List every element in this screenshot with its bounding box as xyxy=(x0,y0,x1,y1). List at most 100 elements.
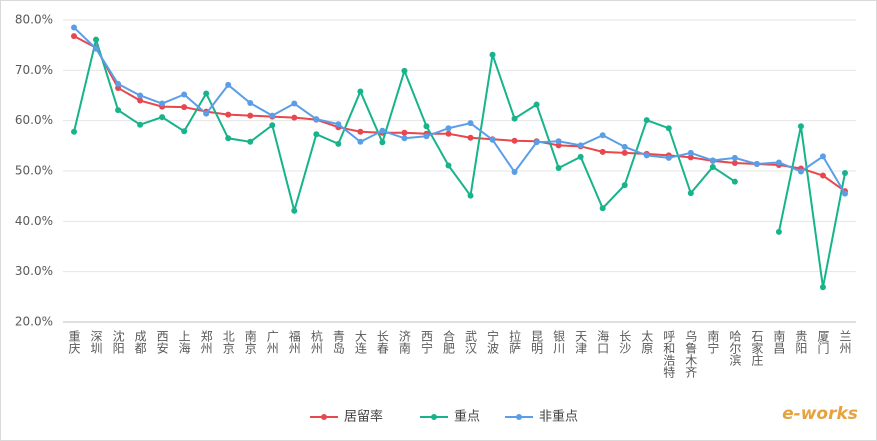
point xyxy=(467,192,474,199)
x-tick-label: 西安 xyxy=(155,330,169,354)
y-tick-label: 80.0% xyxy=(15,13,53,27)
point xyxy=(137,97,144,104)
x-tick-label: 呼和浩特 xyxy=(662,330,676,378)
point xyxy=(401,129,408,136)
point xyxy=(599,132,606,139)
x-tick-label: 南昌 xyxy=(772,329,786,354)
point xyxy=(731,178,738,185)
point xyxy=(423,123,430,130)
point xyxy=(357,88,364,95)
x-tick-label: 北京 xyxy=(221,330,235,355)
point xyxy=(555,138,562,145)
point xyxy=(797,168,804,175)
point xyxy=(313,116,320,123)
point xyxy=(731,159,738,166)
point xyxy=(489,51,496,58)
point xyxy=(291,114,298,121)
legend-label: 居留率 xyxy=(344,409,383,425)
point xyxy=(203,90,210,97)
point xyxy=(335,121,342,128)
point xyxy=(159,100,166,107)
y-tick-label: 40.0% xyxy=(15,214,53,228)
point xyxy=(137,121,144,128)
point xyxy=(577,153,584,160)
x-tick-label: 成都 xyxy=(133,330,147,354)
legend-marker xyxy=(431,414,437,420)
x-tick-label: 昆明 xyxy=(530,330,544,355)
point xyxy=(423,133,430,140)
point xyxy=(203,110,210,117)
point xyxy=(841,190,848,197)
x-tick-label: 拉萨 xyxy=(508,329,522,354)
point xyxy=(533,139,540,146)
point xyxy=(511,115,518,122)
point xyxy=(467,134,474,141)
legend-label: 重点 xyxy=(454,409,480,425)
x-tick-label: 天津 xyxy=(574,330,588,354)
series-line xyxy=(73,26,846,195)
point xyxy=(621,182,628,189)
point xyxy=(445,130,452,137)
point xyxy=(643,152,650,159)
point xyxy=(379,139,386,146)
point xyxy=(687,149,694,156)
x-tick-label: 济南 xyxy=(397,329,411,354)
point xyxy=(335,140,342,147)
x-tick-label: 厦门 xyxy=(816,330,830,354)
point xyxy=(533,101,540,108)
point xyxy=(445,125,452,132)
point xyxy=(819,284,826,291)
x-tick-label: 深圳 xyxy=(89,330,103,354)
legend-marker xyxy=(321,414,327,420)
x-tick-label: 太原 xyxy=(640,329,654,354)
point xyxy=(621,143,628,150)
point xyxy=(489,136,496,143)
point xyxy=(665,154,672,161)
point xyxy=(115,80,122,87)
point xyxy=(247,100,254,107)
point xyxy=(247,112,254,119)
point xyxy=(819,153,826,160)
point xyxy=(93,45,100,52)
point xyxy=(401,67,408,74)
point xyxy=(555,164,562,171)
y-tick-label: 20.0% xyxy=(15,315,53,329)
x-tick-label: 长春 xyxy=(375,330,389,355)
x-tick-label: 杭州 xyxy=(309,329,323,354)
point xyxy=(599,148,606,155)
x-tick-label: 南宁 xyxy=(706,329,720,354)
point xyxy=(753,160,760,167)
point xyxy=(687,154,694,161)
x-tick-label: 重庆 xyxy=(67,330,81,354)
point xyxy=(511,169,518,176)
x-tick-label: 兰州 xyxy=(838,330,852,354)
point xyxy=(181,128,188,135)
point xyxy=(357,138,364,145)
point xyxy=(379,127,386,134)
point xyxy=(269,122,276,129)
y-tick-label: 30.0% xyxy=(15,264,53,278)
point xyxy=(115,107,122,114)
point xyxy=(313,131,320,138)
x-tick-label: 合肥 xyxy=(441,329,455,354)
point xyxy=(665,125,672,132)
point xyxy=(775,159,782,166)
x-tick-label: 南京 xyxy=(243,329,257,355)
point xyxy=(357,128,364,135)
legend-label: 非重点 xyxy=(539,409,578,425)
x-tick-label: 大连 xyxy=(353,330,367,355)
x-tick-label: 海口 xyxy=(596,329,610,354)
point xyxy=(291,100,298,107)
point xyxy=(731,154,738,161)
point xyxy=(797,123,804,130)
x-tick-label: 乌鲁木齐 xyxy=(684,329,698,378)
x-tick-label: 宁波 xyxy=(486,329,500,355)
point xyxy=(181,91,188,98)
point xyxy=(577,142,584,149)
point xyxy=(93,36,100,43)
x-tick-label: 青岛 xyxy=(331,330,345,355)
point xyxy=(225,111,232,118)
point xyxy=(445,162,452,169)
